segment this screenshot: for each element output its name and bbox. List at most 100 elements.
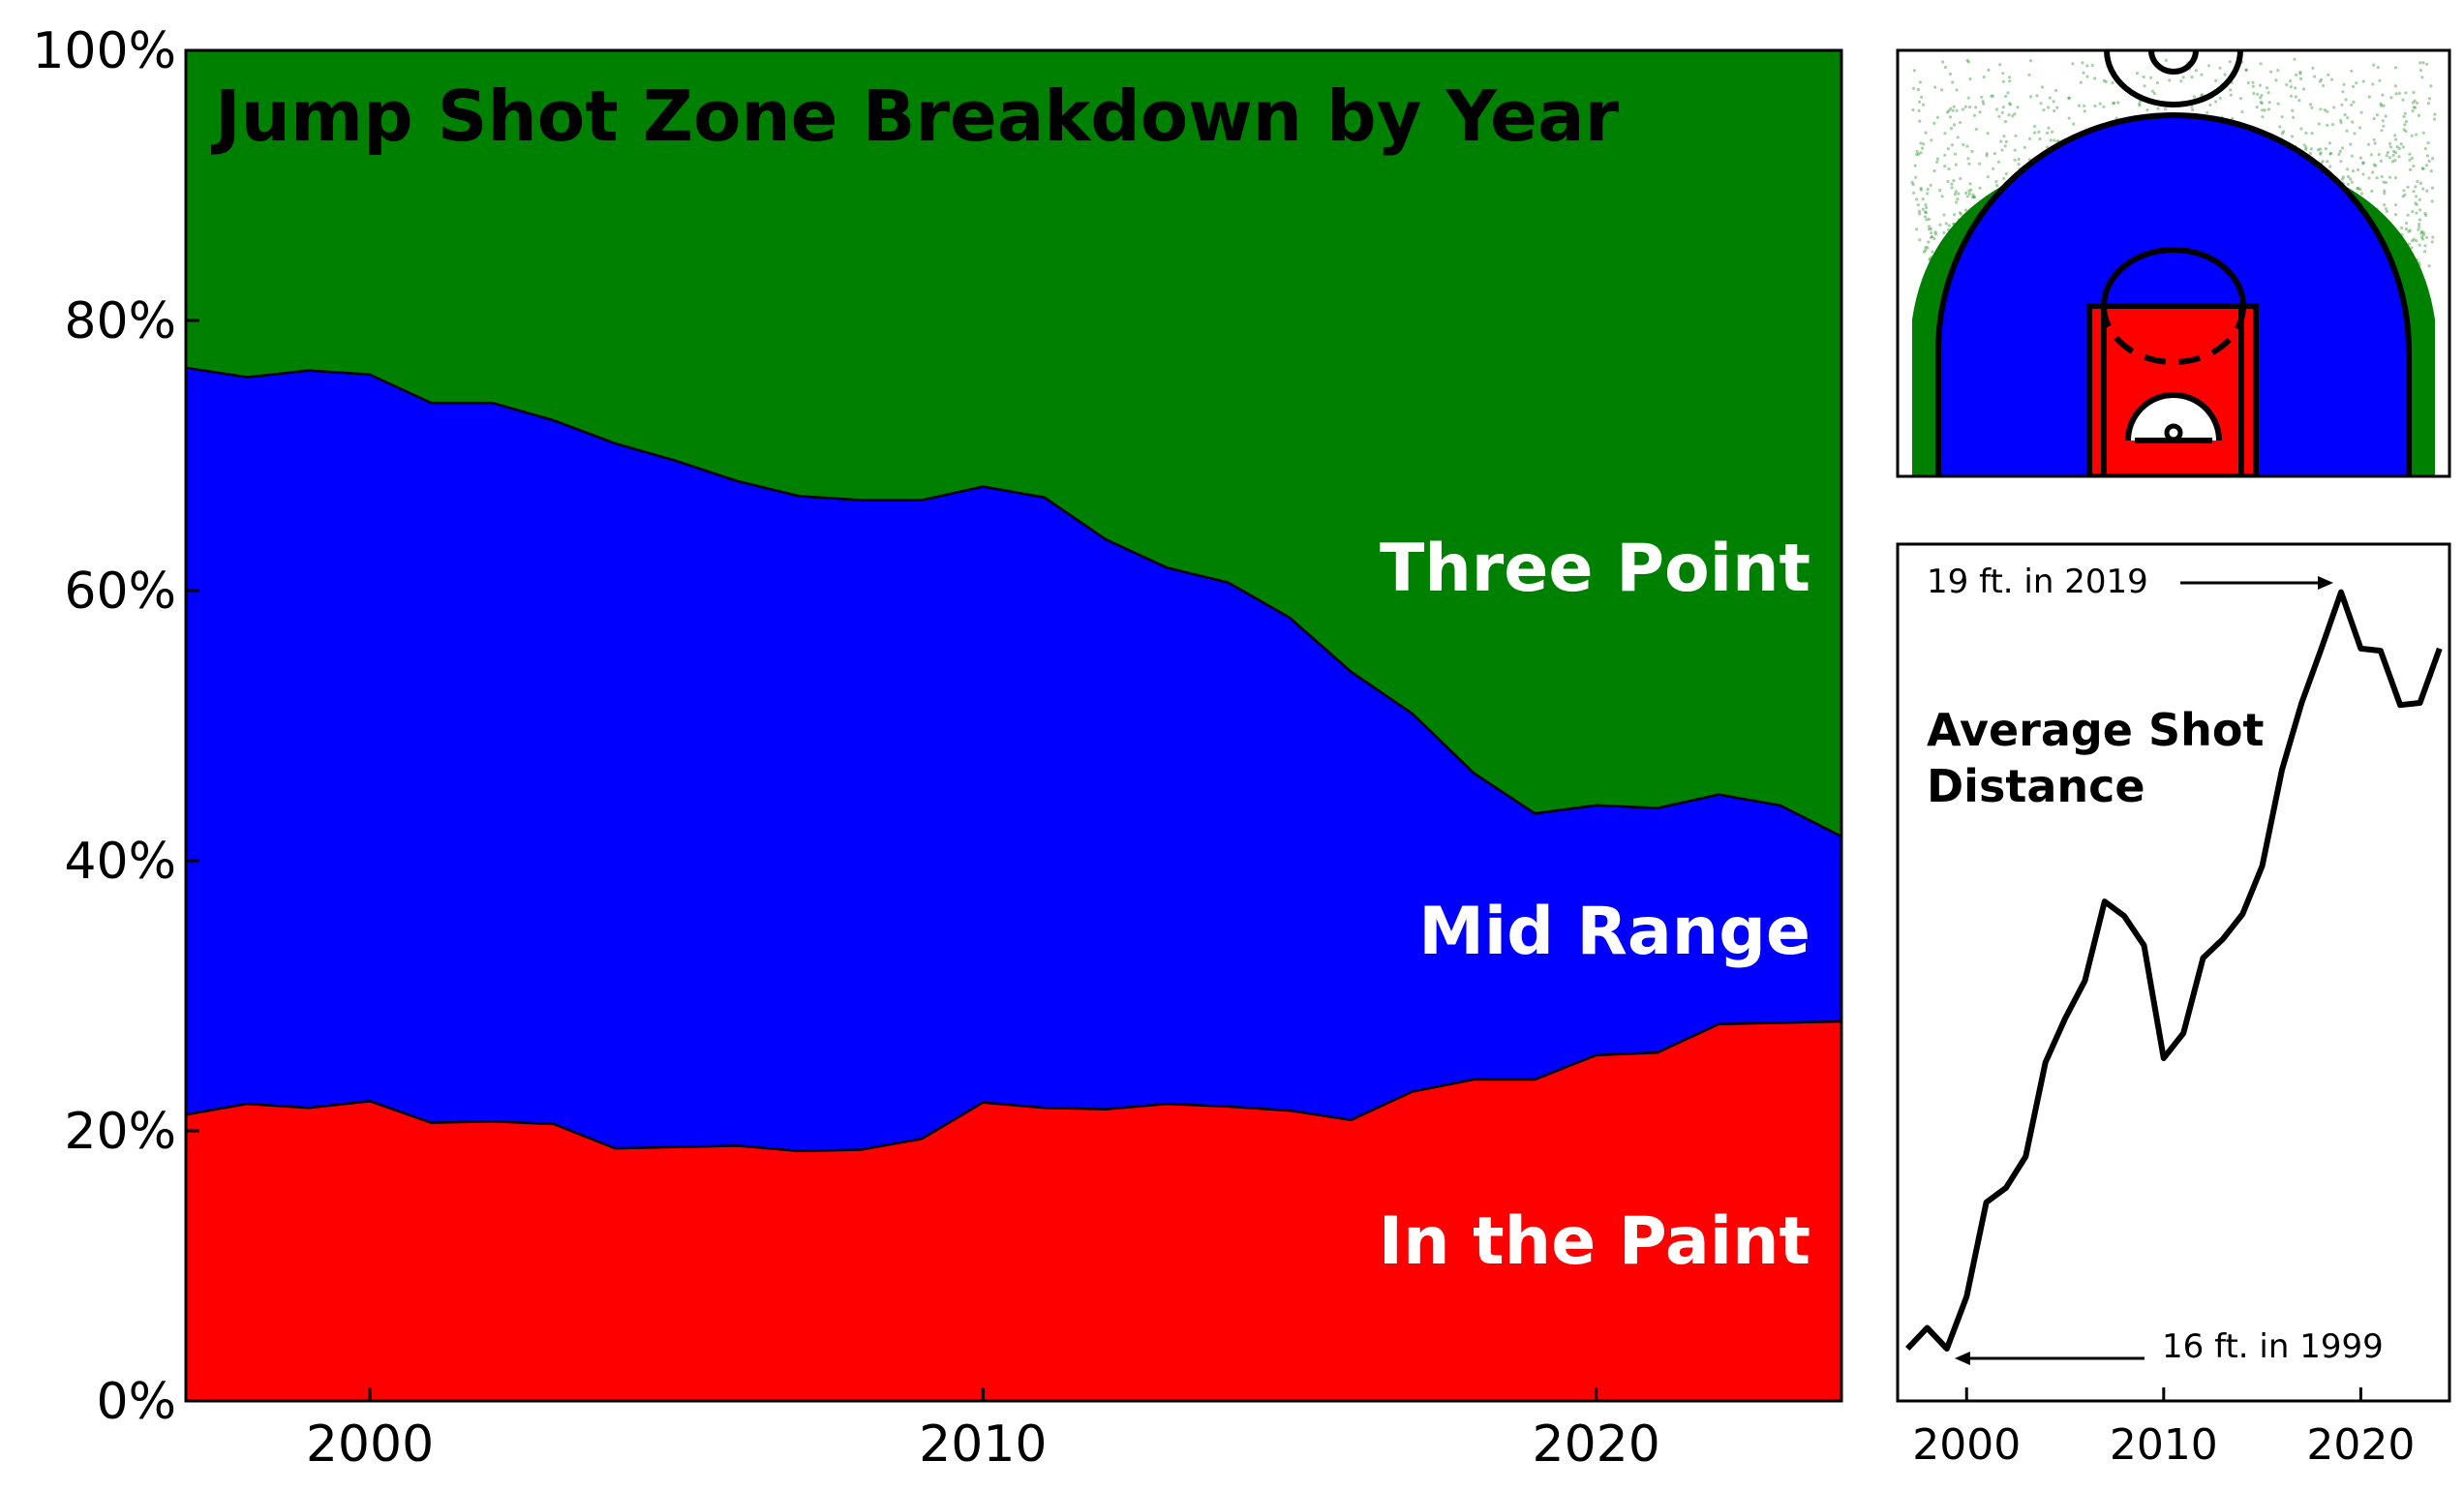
shot-dot	[2418, 181, 2422, 185]
shot-dot	[1946, 179, 1950, 183]
shot-dot	[2397, 91, 2401, 96]
shot-dot	[1951, 80, 1955, 84]
shot-dot	[2433, 112, 2437, 116]
shot-dot	[2404, 91, 2408, 95]
shot-dot	[2289, 94, 2294, 98]
shot-dot	[2008, 76, 2012, 79]
shot-dot	[2414, 185, 2418, 189]
shot-dot	[2291, 108, 2295, 112]
shot-dot	[1954, 190, 1958, 194]
shot-dot	[2083, 109, 2086, 113]
shot-dot	[1957, 192, 1961, 196]
line-x-tick-label: 2020	[2306, 1420, 2415, 1470]
shot-dot	[2052, 100, 2055, 104]
shot-dot	[2375, 176, 2379, 180]
shot-dot	[2067, 96, 2071, 100]
shot-dot	[1966, 96, 1970, 100]
shot-dot	[1982, 76, 1986, 79]
shot-dot	[2406, 185, 2410, 189]
in-the-paint-label: In the Paint	[1379, 1203, 1810, 1280]
shot-dot	[2282, 130, 2286, 134]
shot-dot	[2116, 101, 2120, 105]
shot-dot	[1978, 110, 1982, 114]
shot-dot	[1924, 248, 1928, 252]
shot-dot	[2229, 93, 2233, 97]
shot-dot	[2319, 152, 2323, 156]
free-throw-circle-top	[2101, 247, 2246, 307]
shot-dot	[2319, 151, 2323, 155]
shot-dot	[1947, 167, 1951, 171]
shot-dot	[1969, 188, 1973, 192]
shot-dot	[2431, 235, 2435, 239]
shot-dot	[2338, 149, 2342, 153]
shot-dot	[2388, 145, 2393, 149]
shot-dot	[2218, 96, 2222, 100]
shot-dot	[2425, 154, 2429, 158]
court-shot-map	[1896, 48, 2451, 478]
zone-breakdown-chart: 0% 20% 40% 60% 80% 100% 2000 2010 2020 Jump Sho…	[32, 22, 1843, 1474]
shot-dot	[2156, 106, 2160, 110]
shot-dot	[2372, 63, 2376, 67]
shot-dot	[2385, 154, 2388, 158]
shot-dot	[1926, 192, 1930, 196]
shot-dot	[2304, 145, 2308, 149]
shot-dot	[2385, 209, 2388, 213]
shot-dot	[2260, 93, 2264, 98]
shot-dot	[2410, 156, 2414, 160]
shot-dot	[2412, 237, 2416, 241]
shot-dot	[2408, 228, 2412, 232]
shot-dot	[1980, 95, 1984, 99]
chart-title: Jump Shot Zone Breakdown by Year	[210, 76, 1620, 157]
shot-dot	[2351, 169, 2356, 173]
shot-dot	[2427, 97, 2431, 101]
shot-dot	[2278, 125, 2282, 129]
shot-dot	[1978, 162, 1982, 166]
shot-dot	[2407, 229, 2411, 233]
shot-dot	[2424, 235, 2429, 239]
center-circle-outer	[2104, 50, 2243, 107]
shot-dot	[2190, 76, 2194, 79]
shot-dot	[2098, 102, 2102, 106]
shot-dot	[2298, 70, 2302, 75]
shot-dot	[1938, 223, 1942, 227]
shot-dot	[1978, 186, 1982, 190]
shot-dot	[2252, 91, 2256, 96]
shot-dot	[1953, 123, 1957, 127]
shot-dot	[2301, 87, 2306, 91]
shot-dot	[2267, 101, 2271, 105]
shot-dot	[2402, 189, 2406, 193]
shot-dot	[2028, 59, 2033, 63]
shot-dot	[2168, 78, 2172, 82]
shot-dot	[2408, 158, 2412, 162]
shot-dot	[2011, 114, 2015, 118]
shot-dot	[1948, 115, 1953, 119]
shot-dot	[2049, 138, 2053, 142]
shot-dot	[2417, 228, 2420, 231]
shot-dot	[1914, 228, 1919, 231]
shot-dot	[2415, 239, 2418, 243]
shot-dot	[2393, 151, 2397, 155]
shot-dot	[2404, 120, 2408, 124]
shot-dot	[2415, 133, 2418, 137]
shot-dot	[1932, 168, 1936, 173]
shot-dot	[1985, 154, 1989, 158]
shot-dot	[1932, 236, 1936, 241]
shot-dot	[2112, 102, 2115, 106]
shot-dot	[2393, 137, 2398, 141]
restricted-area-zone	[2128, 395, 2219, 441]
shot-dot	[1953, 213, 1957, 217]
shot-dot	[2367, 142, 2371, 146]
shot-dot	[2027, 137, 2032, 140]
shot-dot	[1918, 119, 1922, 123]
shot-dot	[2135, 72, 2140, 76]
shot-dot	[2414, 195, 2418, 198]
shot-dot	[2423, 244, 2427, 248]
shot-dot	[2266, 86, 2269, 90]
shot-dot	[2390, 160, 2395, 164]
shot-dot	[1917, 152, 1921, 156]
shot-dot	[2001, 72, 2005, 76]
shot-dot	[1943, 132, 1947, 136]
shot-dot	[1927, 217, 1932, 222]
shot-dot	[2412, 106, 2416, 109]
